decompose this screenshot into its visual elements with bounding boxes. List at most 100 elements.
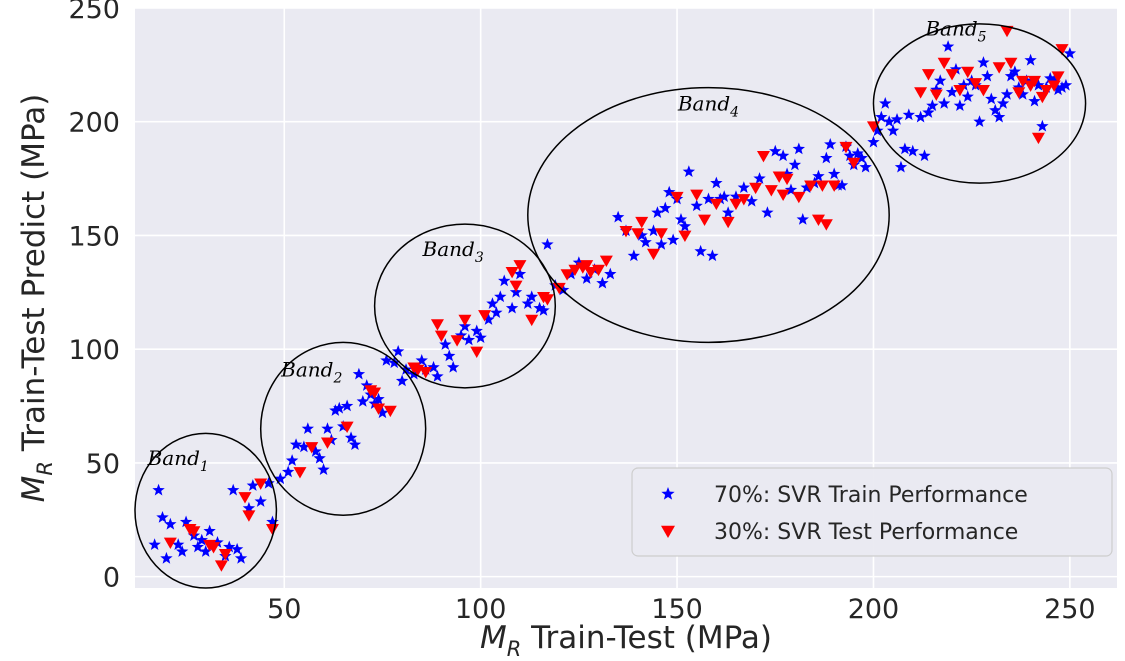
train-point xyxy=(989,103,1002,116)
test-point xyxy=(470,346,484,358)
test-point xyxy=(1016,75,1030,88)
train-point xyxy=(352,367,366,380)
train-point xyxy=(702,192,715,205)
train-point xyxy=(949,62,963,75)
train-point xyxy=(230,542,244,555)
train-point xyxy=(289,438,303,450)
train-point xyxy=(309,445,322,457)
train-point xyxy=(977,56,990,68)
train-point xyxy=(934,74,947,87)
train-point xyxy=(195,533,208,546)
test-point xyxy=(1055,44,1069,56)
train-point xyxy=(890,112,904,125)
x-tick-label: 150 xyxy=(651,594,703,625)
train-point xyxy=(914,110,927,123)
train-point xyxy=(490,306,503,319)
train-point xyxy=(1059,78,1073,91)
test-point xyxy=(815,180,829,192)
train-point xyxy=(937,97,951,109)
test-point xyxy=(631,228,645,240)
train-point xyxy=(199,545,212,557)
test-point xyxy=(945,69,959,81)
train-point xyxy=(714,192,727,205)
train-point xyxy=(462,333,476,346)
train-point xyxy=(541,238,554,250)
train-point xyxy=(388,356,401,369)
train-point xyxy=(234,551,248,564)
train-point xyxy=(666,233,680,246)
x-axis-label: MR Train-Test (MPa) xyxy=(480,620,772,661)
train-point xyxy=(985,92,998,105)
test-point xyxy=(1028,75,1042,88)
train-point xyxy=(981,69,994,82)
test-point xyxy=(780,173,794,186)
train-point xyxy=(454,329,468,341)
train-point xyxy=(721,206,735,218)
train-point xyxy=(729,190,743,203)
train-point xyxy=(266,515,279,528)
train-point xyxy=(301,422,315,435)
train-point xyxy=(655,238,668,250)
train-point xyxy=(498,274,511,287)
train-point xyxy=(627,249,641,262)
train-point xyxy=(761,206,774,218)
train-point xyxy=(1055,81,1069,93)
train-point xyxy=(898,142,912,155)
train-point xyxy=(792,142,806,155)
band-1-ellipse xyxy=(134,432,278,589)
test-point xyxy=(552,282,566,295)
train-point xyxy=(399,363,413,375)
train-point xyxy=(941,40,955,52)
train-point xyxy=(1008,65,1022,77)
test-point xyxy=(540,294,554,306)
train-point xyxy=(285,454,299,466)
test-point xyxy=(729,198,743,211)
train-point xyxy=(533,301,546,314)
train-point xyxy=(317,463,330,475)
test-point xyxy=(214,560,228,572)
test-point xyxy=(505,266,519,279)
train-point xyxy=(835,178,849,191)
train-point xyxy=(639,235,652,248)
train-point xyxy=(871,124,884,137)
train-point xyxy=(211,536,224,548)
test-point xyxy=(560,269,574,281)
test-point xyxy=(721,216,735,229)
train-point xyxy=(486,297,499,309)
train-point xyxy=(926,99,939,112)
x-tick-label: 100 xyxy=(455,594,507,625)
train-point xyxy=(879,97,892,109)
train-point xyxy=(262,476,275,489)
y-tick-label: 150 xyxy=(68,221,120,252)
test-point xyxy=(218,549,232,561)
test-point xyxy=(1031,132,1045,145)
train-point xyxy=(1047,74,1061,87)
y-axis-label: MR Train-Test Predict (MPa) xyxy=(16,94,57,503)
train-point xyxy=(745,194,758,207)
train-point xyxy=(882,115,896,127)
test-point xyxy=(254,478,268,490)
legend-test-marker xyxy=(661,525,675,538)
test-point xyxy=(804,180,818,192)
train-point xyxy=(1004,69,1018,82)
train-point xyxy=(348,438,362,450)
test-point xyxy=(372,403,386,415)
y-tick-label: 50 xyxy=(86,449,120,480)
train-point xyxy=(769,144,782,157)
train-point xyxy=(380,354,393,366)
train-point xyxy=(894,160,908,173)
train-point xyxy=(682,165,696,178)
test-point xyxy=(458,314,472,327)
band-3-ellipse xyxy=(373,223,557,389)
train-point xyxy=(886,124,900,137)
test-point xyxy=(670,191,684,204)
train-point xyxy=(604,267,617,280)
train-point xyxy=(1032,78,1045,91)
train-point xyxy=(313,451,326,464)
test-point xyxy=(690,189,704,202)
legend-label: 30%: SVR Test Performance xyxy=(714,520,1018,545)
test-point xyxy=(238,492,252,504)
train-point xyxy=(572,256,586,268)
test-point xyxy=(163,537,177,550)
